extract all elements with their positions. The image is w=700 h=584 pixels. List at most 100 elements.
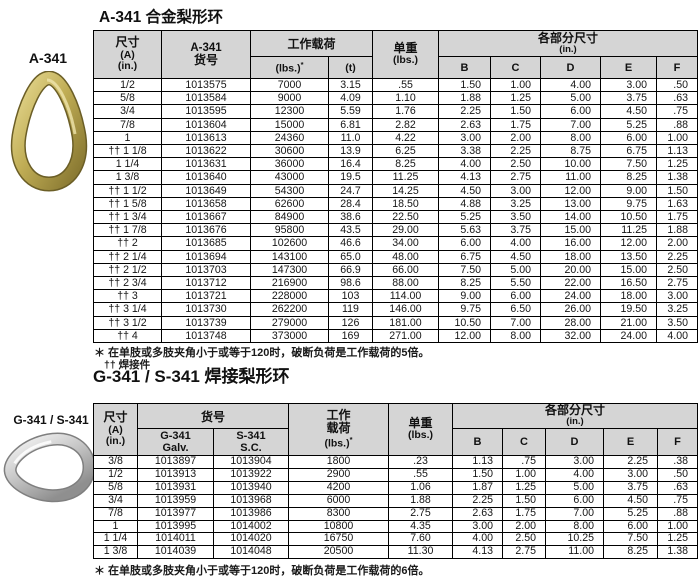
table-cell: 1.25	[657, 532, 698, 547]
table-cell: 24.7	[328, 183, 373, 198]
header-code: A-341 货号	[161, 30, 251, 79]
table-cell: 1800	[288, 455, 389, 469]
table-cell: 36000	[250, 157, 329, 172]
table-cell: 7.60	[388, 532, 453, 547]
table-cell: 5.25	[438, 210, 491, 225]
table-row: †† 1 5/8 1013658 62600 28.4 18.50 4.88 3.25 13.…	[93, 196, 698, 212]
table-cell: 4.50	[603, 493, 658, 508]
table-cell: 5/8	[93, 91, 162, 106]
table-cell: 1013584	[161, 91, 251, 106]
table-cell: 43000	[250, 170, 329, 185]
table-cell: 3.15	[328, 77, 373, 93]
table-row: 1 3/8 1014039 1014048 20500 11.30 4.13 2.75 11.…	[93, 545, 698, 560]
table-cell: 1.25	[656, 157, 698, 172]
header-dim-b: B	[452, 428, 503, 456]
table-cell: 1013904	[213, 455, 289, 469]
table-cell: .23	[388, 455, 453, 469]
header-dim-f: F	[656, 56, 698, 79]
table-cell: 4.00	[656, 328, 698, 344]
table-cell: 1013640	[161, 170, 251, 185]
header-dim-c: C	[490, 56, 541, 79]
table-cell: 126	[328, 315, 373, 330]
table-cell: 1	[93, 130, 162, 146]
header-working-load: 工作载荷	[250, 30, 373, 57]
table-cell: †† 3 1/2	[93, 315, 162, 330]
table-cell: 6.00	[603, 519, 658, 534]
table-cell: 4.00	[540, 77, 601, 93]
header-dim-e: E	[603, 428, 658, 456]
table-cell: 9.75	[438, 302, 491, 317]
table-cell: .55	[388, 467, 453, 482]
table-cell: 6.00	[438, 236, 491, 251]
table-cell: 2.50	[656, 262, 698, 278]
table-cell: 2.25	[603, 455, 658, 469]
table-cell: 14.25	[372, 183, 439, 198]
table-cell: 7.00	[490, 315, 541, 330]
table-cell: †† 2 1/2	[93, 262, 162, 278]
table-row: †† 3 1/2 1013739 279000 126 181.00 10.50 7.00 2…	[93, 315, 698, 330]
table-cell: 1.00	[657, 519, 698, 534]
table-cell: 4.22	[372, 130, 439, 146]
table-cell: 22.00	[540, 276, 601, 291]
header-g341: G-341 Galv.	[137, 428, 214, 456]
table-row: †† 2 1013685 102600 46.6 34.00 6.00 4.00 16.00 1…	[93, 236, 698, 251]
table-cell: 3.25	[490, 196, 541, 212]
table-cell: 1	[93, 519, 138, 534]
table-cell: 4.00	[490, 236, 541, 251]
table-cell: 10.50	[438, 315, 491, 330]
table-cell: 1013721	[161, 289, 251, 304]
table-cell: 1.50	[656, 183, 698, 198]
table-cell: 8.00	[490, 328, 541, 344]
table-cell: 262200	[250, 302, 329, 317]
header-unit-weight: 单重 (lbs.)	[388, 403, 453, 456]
table-cell: 66.9	[328, 262, 373, 278]
table-cell: 2.63	[452, 506, 503, 521]
table-cell: 2.25	[490, 144, 541, 159]
table-cell: †† 2 3/4	[93, 276, 162, 291]
table-cell: 3.00	[545, 455, 604, 469]
table-cell: 1013995	[137, 519, 214, 534]
table-cell: 11.25	[372, 170, 439, 185]
table-cell: †† 1 1/8	[93, 144, 162, 159]
header-lbs: (lbs.)*	[250, 56, 329, 79]
table-cell: 13.50	[600, 249, 657, 264]
table-cell: 24.00	[540, 289, 601, 304]
header-dim-b: B	[438, 56, 491, 79]
table-cell: 1013931	[137, 480, 214, 495]
table-cell: 1013658	[161, 196, 251, 212]
table-cell: 3.75	[600, 91, 657, 106]
table-cell: 1013959	[137, 493, 214, 508]
table-cell: 8.75	[540, 144, 601, 159]
page-title-gs341: G-341 / S-341 焊接梨形环	[93, 367, 290, 386]
table-cell: 1013913	[137, 467, 214, 482]
pear-ring-welded-photo	[3, 432, 96, 503]
table-row: †† 1 1/8 1013622 30600 13.9 6.25 3.38 2.25 8.75…	[93, 144, 698, 159]
table-cell: 146.00	[372, 302, 439, 317]
table-row: †† 1 1/2 1013649 54300 24.7 14.25 4.50 3.00 12.…	[93, 183, 698, 198]
table-cell: 5.00	[545, 480, 604, 495]
header-dim-e: E	[600, 56, 657, 79]
table-cell: 7/8	[93, 506, 138, 521]
table-cell: 9.75	[600, 196, 657, 212]
table-row: 1/2 1013575 7000 3.15.55 1.50 1.00 4.00 3.00.50	[93, 77, 698, 93]
table-cell: 2.25	[656, 249, 698, 264]
table-cell: †† 1 1/2	[93, 183, 162, 198]
header-size: 尺寸 (A) (in.)	[93, 30, 162, 79]
table-cell: 3/8	[93, 455, 138, 469]
table-cell: .75	[502, 455, 546, 469]
table-cell: 1.00	[490, 77, 541, 93]
table-cell: 1013922	[213, 467, 289, 482]
table-cell: 4.13	[452, 545, 503, 560]
table-cell: 373000	[250, 328, 329, 344]
table-row: †† 2 1/2 1013703 147300 66.9 66.00 7.50 5.00 20…	[93, 262, 698, 278]
table-cell: 16.50	[600, 276, 657, 291]
table-cell: 1014002	[213, 519, 289, 534]
footnote-a341-dagger: †† 焊接件	[104, 359, 151, 371]
table-cell: 4.88	[438, 196, 491, 212]
table-cell: 3.00	[600, 77, 657, 93]
table-cell: 1.88	[438, 91, 491, 106]
table-cell: 3.25	[656, 302, 698, 317]
table-cell: 1013604	[161, 117, 251, 132]
table-cell: 4.09	[328, 91, 373, 106]
